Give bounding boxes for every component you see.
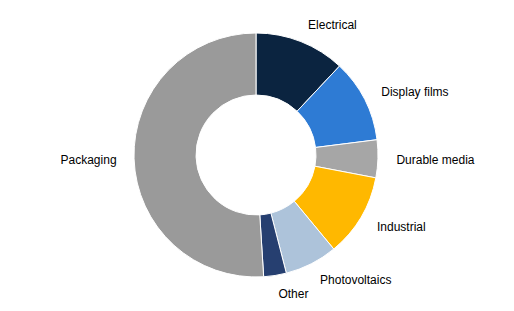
svg-text:Industrial: Industrial <box>377 220 426 234</box>
svg-text:Packaging: Packaging <box>61 153 117 167</box>
svg-text:Other: Other <box>278 287 308 301</box>
svg-text:Photovoltaics: Photovoltaics <box>320 273 391 287</box>
svg-text:Display films: Display films <box>381 85 448 99</box>
svg-text:Electrical: Electrical <box>308 18 357 32</box>
svg-text:Durable media: Durable media <box>396 153 474 167</box>
